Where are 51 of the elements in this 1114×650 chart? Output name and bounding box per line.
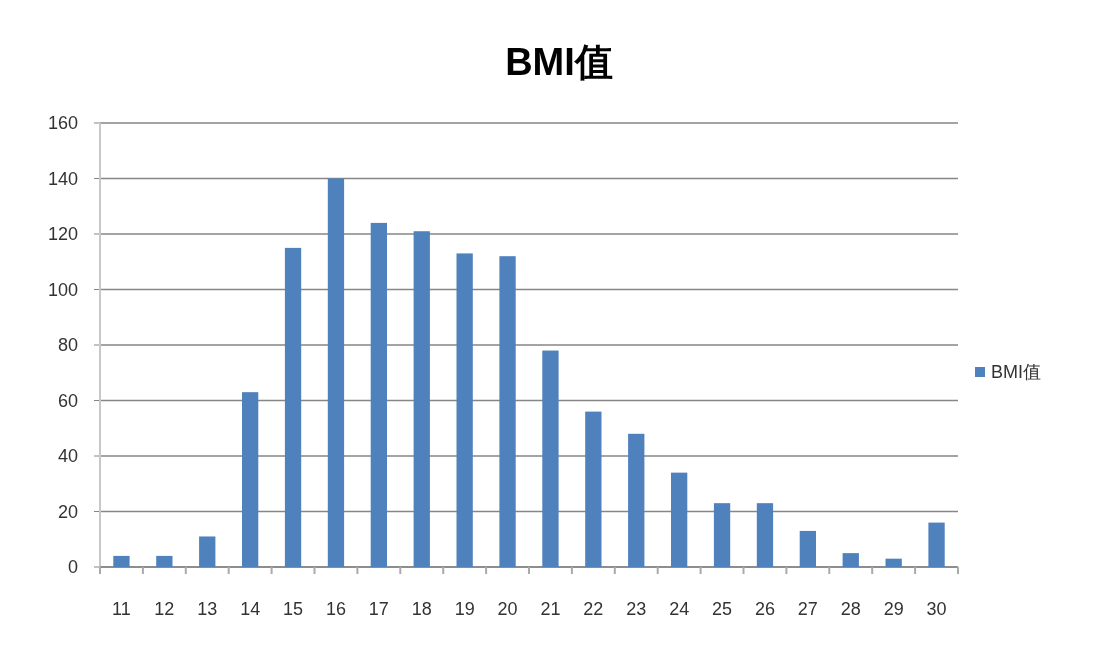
bar [113, 555, 130, 567]
bar [713, 503, 731, 567]
bar [413, 231, 430, 567]
x-tick-label: 22 [583, 599, 604, 619]
x-tick-label: 18 [411, 599, 432, 619]
bar [456, 253, 473, 567]
x-tick-label: 21 [540, 599, 561, 619]
x-tick-label: 28 [840, 599, 861, 619]
x-tick-label: 23 [626, 599, 647, 619]
y-tick-label: 60 [57, 390, 78, 411]
bar [542, 350, 559, 567]
x-tick-label: 12 [154, 599, 175, 619]
bar [928, 522, 945, 567]
y-tick-label: 160 [47, 113, 78, 133]
bar [671, 472, 688, 567]
y-tick-label: 40 [57, 446, 78, 466]
bar [370, 222, 387, 567]
x-tick-label: 30 [926, 599, 947, 619]
x-tick-label: 14 [240, 599, 261, 619]
bar [756, 503, 774, 567]
y-tick-label: 80 [57, 335, 78, 355]
bar [885, 558, 902, 567]
legend-label: BMI值 [991, 362, 1042, 382]
y-tick-label: 100 [47, 279, 78, 300]
bar [585, 411, 602, 567]
x-tick-label: 25 [712, 599, 733, 619]
x-tick-label: 20 [497, 599, 518, 619]
bar [242, 392, 259, 567]
bar [628, 433, 645, 567]
x-tick-label: 29 [883, 599, 904, 619]
bar [842, 553, 859, 567]
bar [499, 256, 516, 567]
x-tick-label: 13 [197, 599, 218, 619]
y-tick-label: 0 [67, 557, 78, 577]
bar [284, 247, 302, 567]
bar [199, 536, 216, 567]
x-tick-label: 15 [283, 599, 304, 619]
bar [327, 178, 345, 567]
y-tick-label: 20 [57, 501, 78, 522]
y-tick-label: 140 [47, 168, 78, 189]
x-tick-label: 19 [454, 599, 475, 619]
chart-title: BMI值 [505, 41, 613, 83]
x-tick-label: 27 [797, 599, 818, 619]
x-tick-label: 11 [112, 599, 131, 619]
x-tick-label: 26 [754, 599, 775, 619]
bar [156, 555, 173, 567]
x-tick-label: 16 [325, 599, 346, 619]
x-tick-label: 17 [368, 599, 389, 619]
y-tick-label: 120 [47, 224, 78, 244]
bar [799, 530, 816, 567]
x-tick-label: 24 [669, 599, 690, 619]
